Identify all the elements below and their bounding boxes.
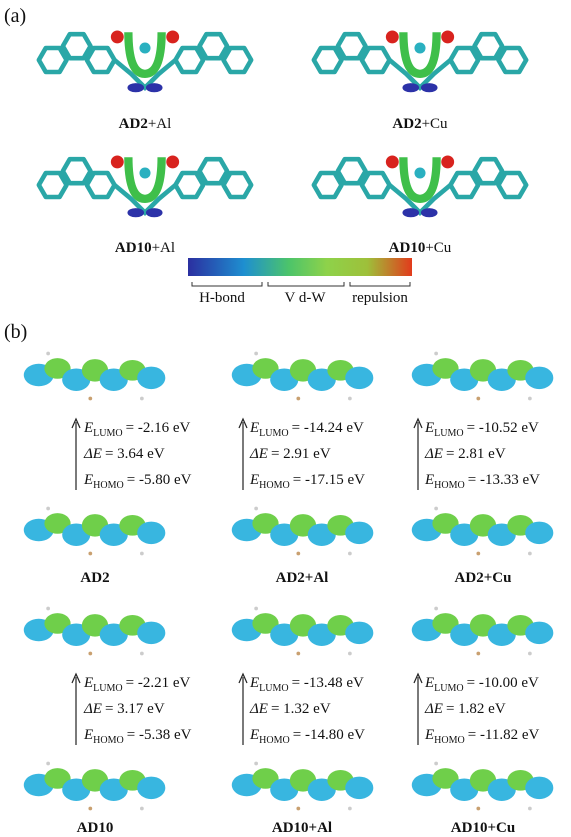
energy-line: EHOMO= -14.80 eV (249, 727, 365, 746)
energy-value: = -14.24 eV (292, 420, 364, 436)
colorbar-label: repulsion (352, 290, 408, 306)
energy-value: = -5.80 eV (127, 472, 192, 488)
gap-value: = 1.82 eV (446, 701, 506, 717)
subscript: LUMO (93, 683, 122, 694)
molecule (314, 155, 526, 217)
gap-symbol: ΔE (83, 701, 102, 717)
energy-value: = -2.16 eV (126, 420, 191, 436)
gap-symbol: ΔE (249, 701, 268, 717)
structure-name: AD10 (389, 240, 426, 256)
structure-suffix: +Al (152, 240, 175, 256)
gap-value: = 2.91 eV (271, 446, 331, 462)
figure: (a) AD2+AlAD2+CuAD10+AlAD10+Cu H-bond V … (0, 0, 571, 837)
panel-label: (b) (4, 321, 27, 343)
energy-value: = -13.48 eV (292, 675, 364, 691)
system-label: AD2+Cu (455, 570, 512, 586)
system-label: AD10 (77, 820, 114, 836)
energy-line: ELUMO = -13.48 eV (249, 675, 364, 694)
gap-value: = 2.81 eV (446, 446, 506, 462)
structure-name: AD2 (119, 116, 148, 132)
gap-line: ΔE= 2.91 eV (249, 446, 331, 462)
energy-line: ELUMO = -14.24 eV (249, 420, 364, 439)
energy-value: = -10.00 eV (467, 675, 539, 691)
energy-value: = -11.82 eV (468, 727, 540, 743)
energy-line: EHOMO= -5.80 eV (83, 472, 192, 491)
energy-value: = -5.38 eV (127, 727, 192, 743)
molecule (39, 30, 251, 92)
subscript: HOMO (93, 480, 124, 491)
energy-value: = -13.33 eV (468, 472, 540, 488)
energy-symbol: E (424, 727, 434, 743)
subscript: HOMO (259, 480, 290, 491)
energy-symbol: E (83, 420, 93, 436)
structure-suffix: +Al (148, 116, 171, 132)
structure-label: AD2+Al (119, 116, 172, 132)
colorbar-label: H-bond (199, 290, 245, 306)
gap-value: = 1.32 eV (271, 701, 331, 717)
system-label: AD2+Al (276, 570, 329, 586)
energy-symbol: E (249, 727, 259, 743)
energy-line: ELUMO = -2.16 eV (83, 420, 190, 439)
molecule (314, 30, 526, 92)
energy-symbol: E (249, 420, 259, 436)
colorbar-brackets (192, 282, 410, 286)
gap-line: ΔE= 2.81 eV (424, 446, 506, 462)
energy-symbol: E (424, 472, 434, 488)
structure-name: AD10 (115, 240, 152, 256)
system-label: AD10+Al (272, 820, 332, 836)
energy-value: = -17.15 eV (293, 472, 365, 488)
subscript: LUMO (93, 428, 122, 439)
energy-line: EHOMO= -13.33 eV (424, 472, 540, 491)
structure-suffix: +Cu (425, 240, 451, 256)
energy-line: EHOMO= -17.15 eV (249, 472, 365, 491)
structure-label: AD2+Cu (392, 116, 448, 132)
subscript: HOMO (434, 480, 465, 491)
colorbar-label: V d-W (285, 290, 327, 306)
molecule (39, 155, 251, 217)
energy-value: = -10.52 eV (467, 420, 539, 436)
colorbar (188, 258, 412, 276)
energy-line: ELUMO = -2.21 eV (83, 675, 190, 694)
energy-value: = -2.21 eV (126, 675, 191, 691)
gap-symbol: ΔE (83, 446, 102, 462)
gap-line: ΔE= 3.64 eV (83, 446, 165, 462)
gap-arrows (72, 419, 422, 745)
energy-value: = -14.80 eV (293, 727, 365, 743)
system-label: AD2 (80, 570, 109, 586)
gap-value: = 3.17 eV (105, 701, 165, 717)
energy-line: ELUMO = -10.52 eV (424, 420, 539, 439)
energy-symbol: E (249, 472, 259, 488)
energy-line: EHOMO= -11.82 eV (424, 727, 540, 746)
subscript: LUMO (259, 428, 288, 439)
gap-symbol: ΔE (424, 701, 443, 717)
energy-line: ELUMO = -10.00 eV (424, 675, 539, 694)
subscript: HOMO (93, 735, 124, 746)
structure-label: AD10+Al (115, 240, 175, 256)
system-label: AD10+Cu (451, 820, 515, 836)
energy-symbol: E (424, 675, 434, 691)
energy-line: EHOMO= -5.38 eV (83, 727, 192, 746)
panel-label: (a) (4, 5, 26, 27)
structure-name: AD2 (392, 116, 421, 132)
energy-symbol: E (424, 420, 434, 436)
gap-symbol: ΔE (424, 446, 443, 462)
subscript: LUMO (434, 428, 463, 439)
gap-line: ΔE= 3.17 eV (83, 701, 165, 717)
energy-symbol: E (83, 727, 93, 743)
subscript: LUMO (259, 683, 288, 694)
gap-symbol: ΔE (249, 446, 268, 462)
structure-label: AD10+Cu (389, 240, 452, 256)
structure-suffix: +Cu (422, 116, 448, 132)
energy-symbol: E (249, 675, 259, 691)
subscript: HOMO (434, 735, 465, 746)
gap-value: = 3.64 eV (105, 446, 165, 462)
subscript: LUMO (434, 683, 463, 694)
energy-symbol: E (83, 472, 93, 488)
energy-symbol: E (83, 675, 93, 691)
gap-line: ΔE= 1.32 eV (249, 701, 331, 717)
gap-line: ΔE= 1.82 eV (424, 701, 506, 717)
subscript: HOMO (259, 735, 290, 746)
